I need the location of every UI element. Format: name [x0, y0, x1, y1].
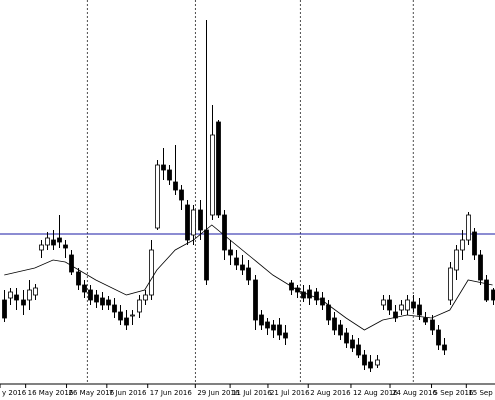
x-tick-label: 21 Jul 2016 — [270, 389, 310, 397]
candle-body — [149, 249, 154, 296]
candle-body — [185, 204, 190, 241]
candle-body — [301, 291, 306, 299]
candle-body — [27, 289, 32, 301]
x-tick-label: 15 Sep 2016 — [468, 389, 495, 397]
candle-body — [375, 359, 380, 366]
candle-body — [143, 294, 148, 301]
candle-body — [338, 324, 343, 336]
x-tick-label: y 2016 — [2, 389, 27, 397]
x-tick-label: 29 Jun 2016 — [197, 389, 240, 397]
candle-body — [491, 289, 495, 301]
candle-body — [460, 239, 465, 251]
candle-body — [179, 189, 184, 201]
candle-body — [137, 299, 142, 313]
candle-body — [259, 314, 264, 326]
candle-body — [454, 249, 459, 271]
candle-body — [283, 332, 288, 339]
candle-body — [277, 324, 282, 336]
candle-body — [240, 264, 245, 271]
candle-body — [82, 284, 87, 293]
candle-body — [265, 321, 270, 329]
candle-body — [320, 297, 325, 306]
candle-body — [222, 214, 227, 251]
candle-body — [161, 164, 166, 171]
candle-body — [344, 332, 349, 344]
candle-body — [88, 289, 93, 301]
candle-body — [118, 311, 123, 321]
candle-body — [362, 354, 367, 366]
candle-body — [478, 254, 483, 281]
candle-body — [112, 304, 117, 313]
candle-body — [167, 169, 172, 181]
x-tick-label: 12 Aug 2016 — [353, 389, 398, 397]
candle-body — [368, 361, 373, 369]
candle-body — [155, 164, 160, 229]
candle-body — [21, 299, 26, 306]
plot-area — [0, 0, 495, 384]
candle-body — [106, 299, 111, 306]
x-tick-label: 26 May 2016 — [69, 389, 115, 397]
x-tick-label: 5 Sep 2016 — [434, 389, 474, 397]
candle-body — [466, 214, 471, 241]
candle-body — [210, 134, 215, 216]
candle-body — [411, 301, 416, 309]
candle-body — [332, 317, 337, 331]
candle-body — [45, 237, 50, 246]
candle-body — [234, 257, 239, 266]
candle-body — [14, 294, 19, 301]
candle-body — [350, 339, 355, 349]
candle-body — [94, 294, 99, 303]
candle-body — [423, 317, 428, 323]
candle-body — [33, 287, 38, 296]
candle-body — [253, 279, 258, 321]
candle-body — [173, 181, 178, 191]
candle-body — [399, 304, 404, 311]
candle-body — [405, 299, 410, 311]
candle-body — [63, 244, 68, 249]
candle-body — [307, 289, 312, 299]
candle-body — [436, 329, 441, 346]
x-tick-label: 16 May 2016 — [28, 389, 74, 397]
candle-body — [484, 279, 489, 301]
candle-body — [76, 271, 81, 286]
candle-body — [69, 254, 74, 273]
x-tick-label: 2 Aug 2016 — [310, 389, 351, 397]
candle-body — [216, 121, 221, 216]
candle-body — [314, 291, 319, 301]
candle-body — [381, 299, 386, 306]
candle-body — [430, 319, 435, 331]
candle-body — [130, 314, 135, 317]
x-tick-label: 11 Jul 2016 — [232, 389, 272, 397]
candle-body — [393, 311, 398, 319]
candle-body — [198, 209, 203, 231]
x-tick-label: 17 Jun 2016 — [150, 389, 193, 397]
candle-body — [228, 249, 233, 256]
candle-body — [271, 324, 276, 331]
candle-body — [124, 317, 129, 326]
candle-body — [387, 299, 392, 311]
candle-body — [191, 209, 196, 236]
candle-body — [472, 231, 477, 256]
candle-body — [51, 239, 56, 246]
candle-body — [8, 291, 13, 299]
candle-body — [100, 297, 105, 306]
x-tick-label: 24 Aug 2016 — [392, 389, 437, 397]
candle-body — [246, 267, 251, 281]
candle-body — [448, 267, 453, 301]
candle-body — [39, 244, 44, 251]
candle-body — [326, 304, 331, 321]
x-tick-label: 7 Jun 2016 — [109, 389, 147, 397]
candle-body — [442, 344, 447, 351]
candle-body — [204, 229, 209, 281]
candle-body — [417, 304, 422, 316]
candle-body — [2, 299, 7, 319]
moving-average — [4, 224, 493, 331]
candle-body — [57, 237, 62, 243]
candle-body — [356, 344, 361, 356]
